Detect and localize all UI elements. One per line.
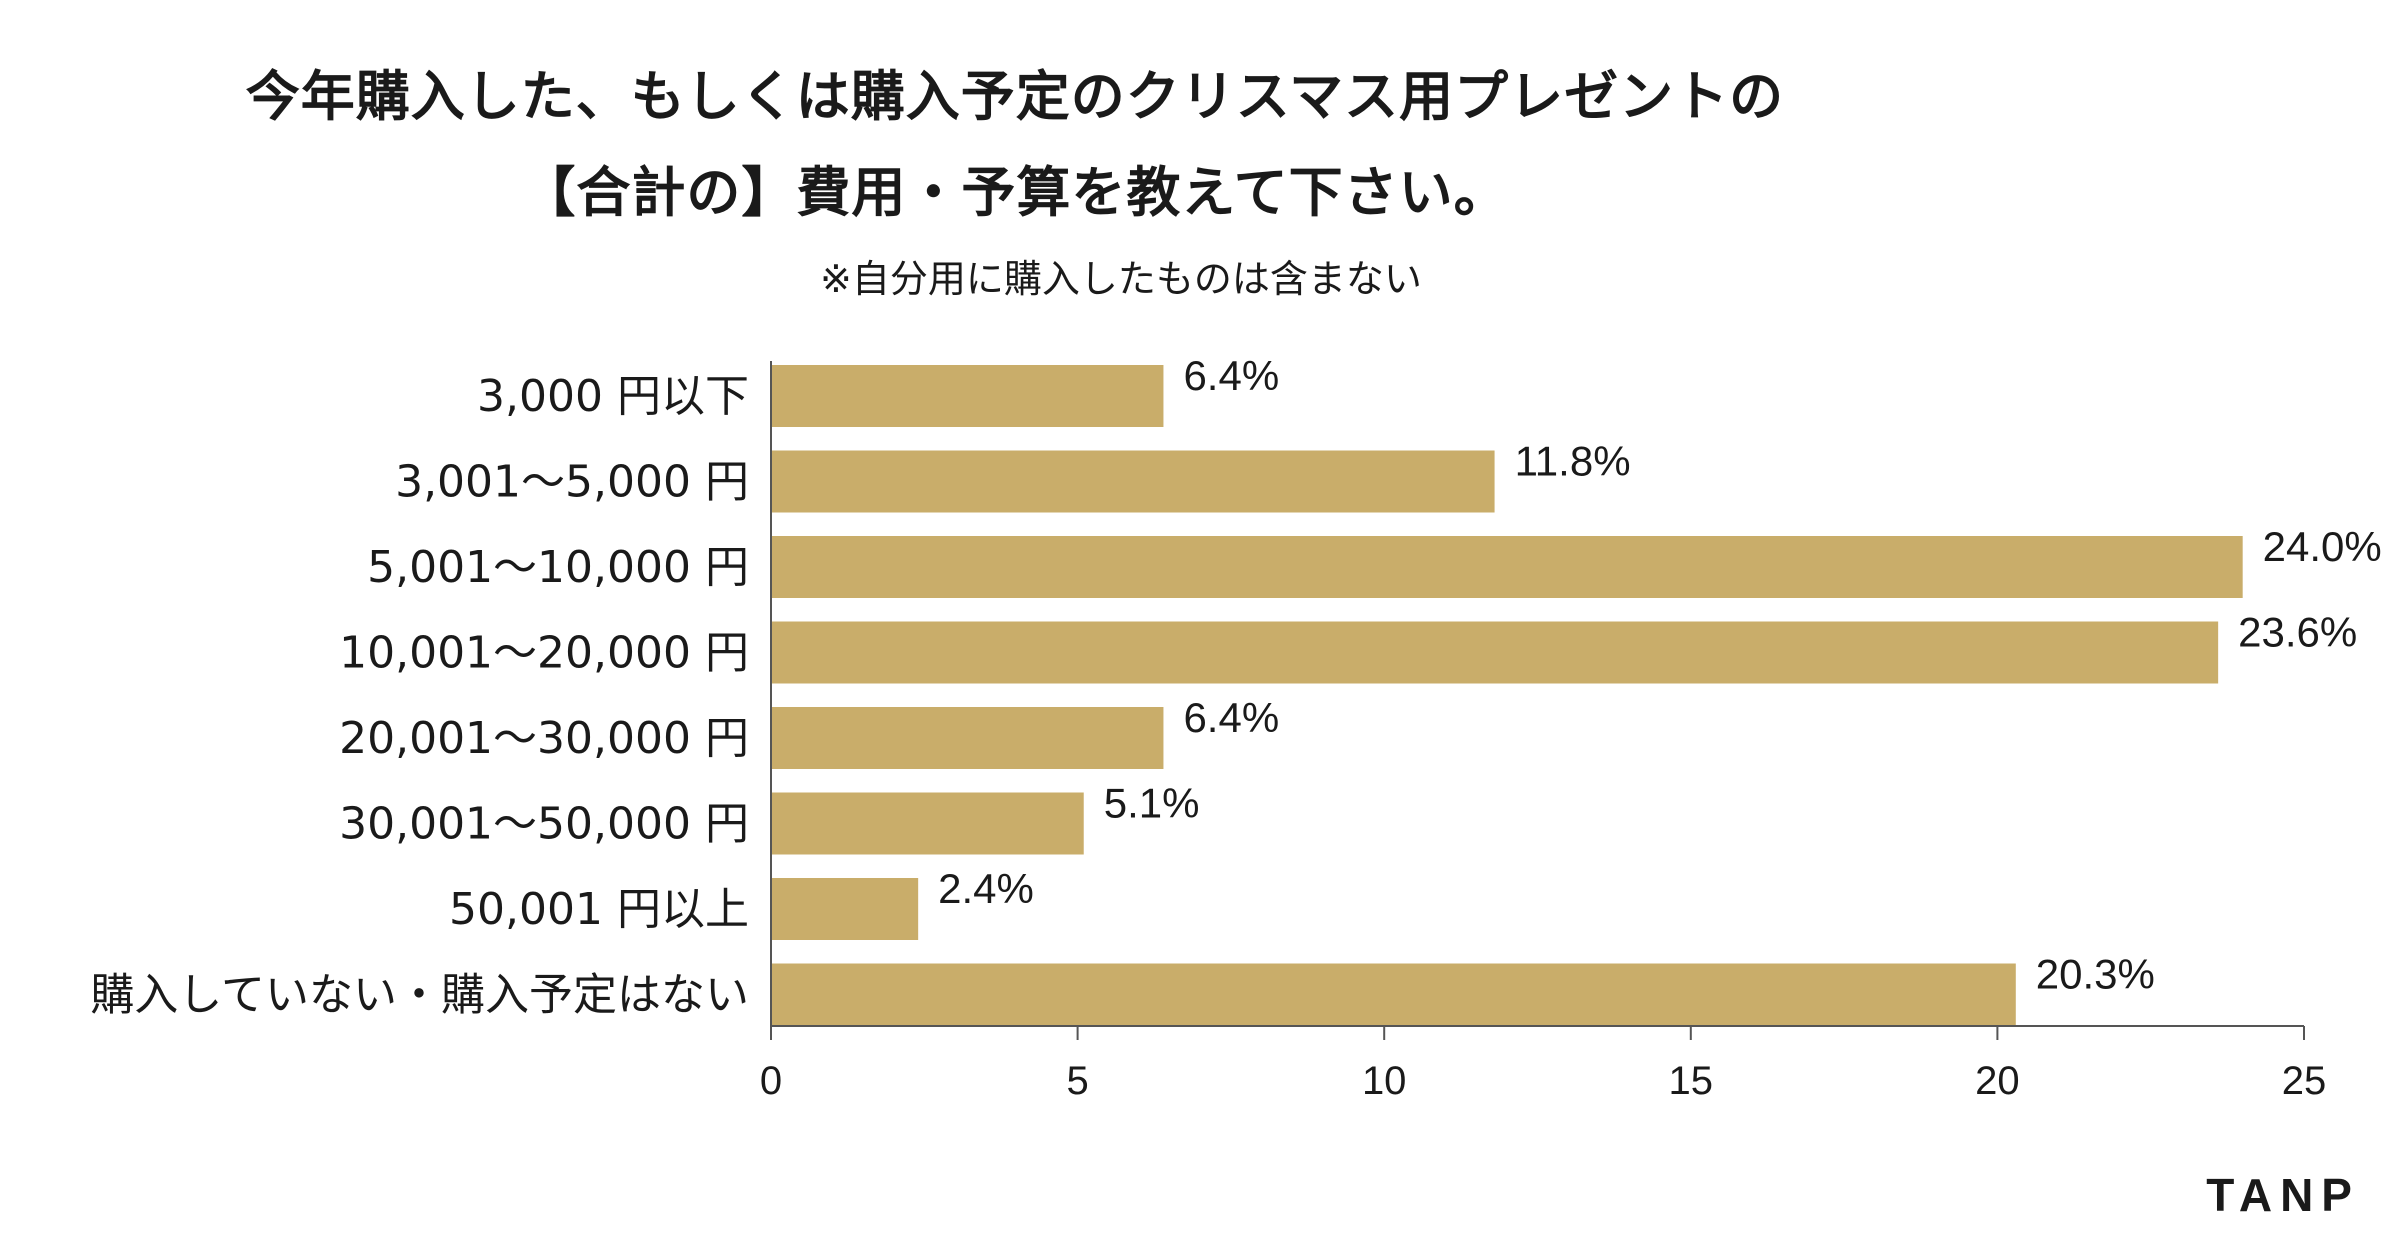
value-label-8: 20.3% bbox=[2036, 951, 2155, 998]
chart-title-line-2: 【合計の】費用・予算を教えて下さい。 bbox=[521, 161, 1509, 224]
brand-logo: TANP bbox=[2206, 1169, 2360, 1221]
category-label-6: 30,001〜50,000 円 bbox=[339, 799, 749, 850]
x-tick-label-5: 5 bbox=[1066, 1059, 1088, 1103]
bar-4 bbox=[771, 621, 2219, 684]
bar-3 bbox=[771, 536, 2243, 598]
category-label-2: 3,001〜5,000 円 bbox=[395, 457, 749, 508]
bar-2 bbox=[771, 450, 1495, 513]
bar-5 bbox=[771, 707, 1164, 769]
value-label-1: 6.4% bbox=[1183, 352, 1279, 399]
category-label-8: 購入していない・購入予定はない bbox=[90, 970, 749, 1021]
value-label-4: 23.6% bbox=[2238, 609, 2357, 656]
x-tick-label-20: 20 bbox=[1975, 1059, 2020, 1103]
category-label-4: 10,001〜20,000 円 bbox=[339, 628, 749, 679]
x-tick-label-25: 25 bbox=[2282, 1059, 2327, 1103]
category-label-3: 5,001〜10,000 円 bbox=[367, 542, 749, 593]
bar-7 bbox=[771, 878, 919, 940]
category-label-7: 50,001 円以上 bbox=[449, 884, 749, 935]
bar-6 bbox=[771, 792, 1084, 855]
x-axis: 0 5 10 15 20 25 bbox=[760, 361, 2326, 1103]
value-label-6: 5.1% bbox=[1104, 780, 1200, 827]
category-label-1: 3,000 円以下 bbox=[477, 371, 749, 422]
bar-1 bbox=[771, 365, 1164, 427]
value-label-7: 2.4% bbox=[938, 865, 1034, 912]
value-label-3: 24.0% bbox=[2263, 523, 2382, 570]
category-label-5: 20,001〜30,000 円 bbox=[339, 713, 749, 764]
bars-group: 3,000 円以下 6.4% 3,001〜5,000 円 11.8% 5,001〜10,… bbox=[90, 352, 2382, 1026]
x-tick-label-0: 0 bbox=[760, 1059, 782, 1103]
chart-title-line-1: 今年購入した、もしくは購入予定のクリスマス用プレゼントの bbox=[245, 65, 1785, 128]
bar-8 bbox=[771, 963, 2016, 1026]
value-label-2: 11.8% bbox=[1515, 438, 1631, 485]
x-tick-label-15: 15 bbox=[1669, 1059, 1714, 1103]
chart-subtitle: ※自分用に購入したものは含まない bbox=[820, 257, 1422, 301]
x-tick-label-10: 10 bbox=[1362, 1059, 1407, 1103]
value-label-5: 6.4% bbox=[1183, 694, 1279, 741]
